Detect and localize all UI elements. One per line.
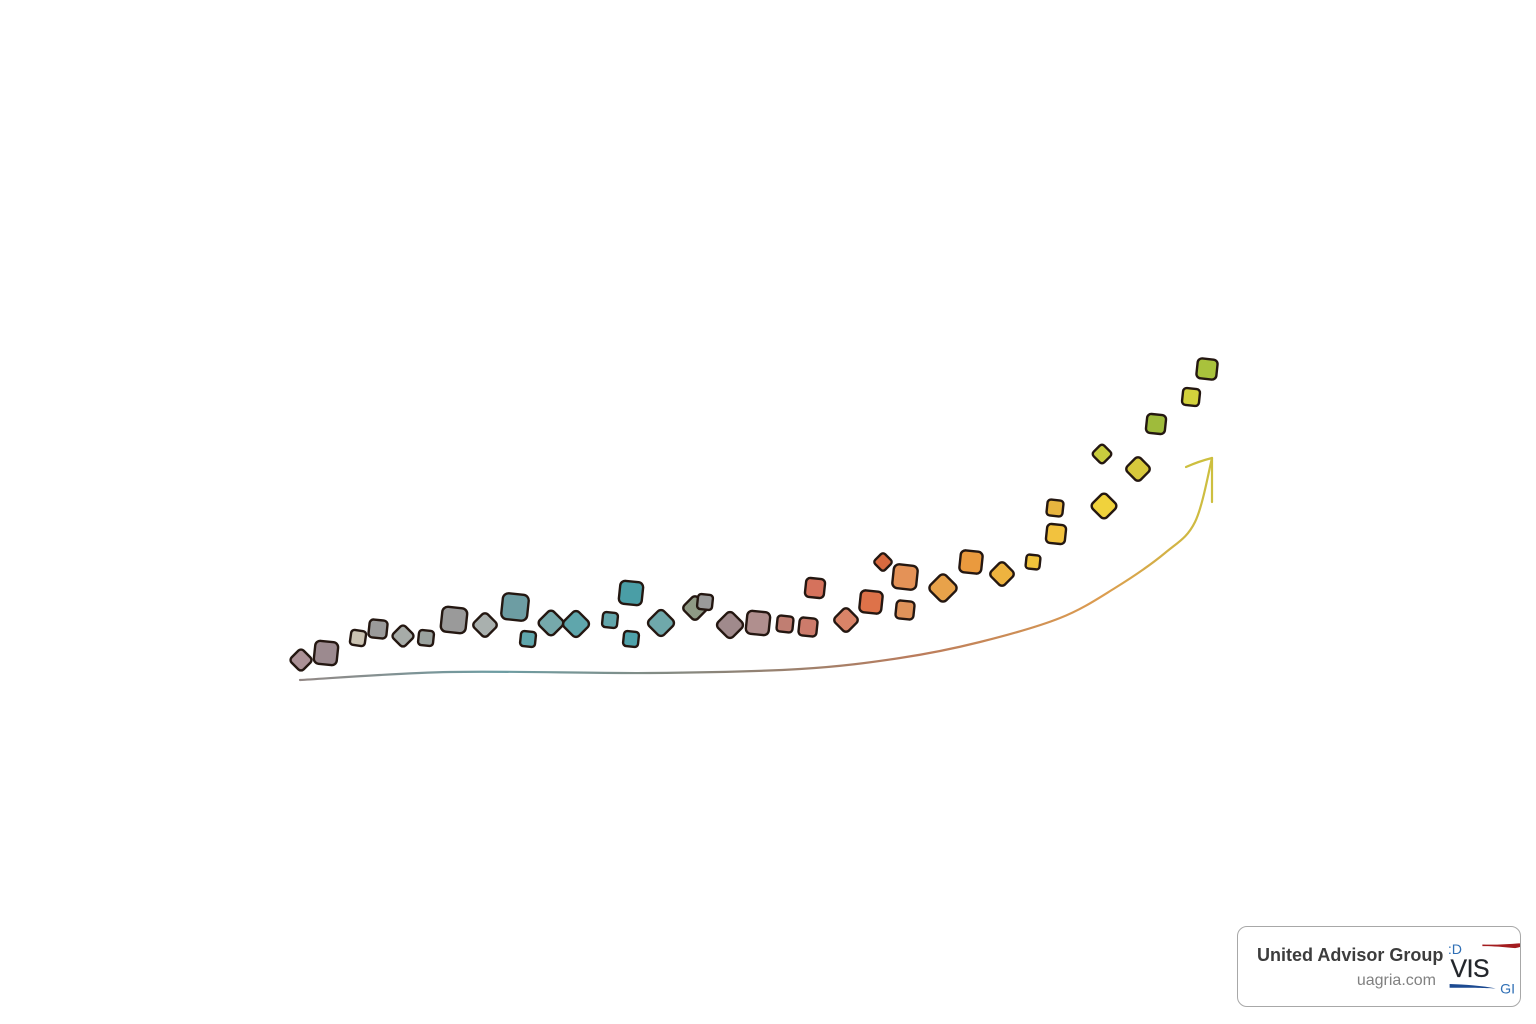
svg-text:VIS: VIS (1450, 956, 1489, 983)
svg-text:GI: GI (1500, 982, 1515, 998)
